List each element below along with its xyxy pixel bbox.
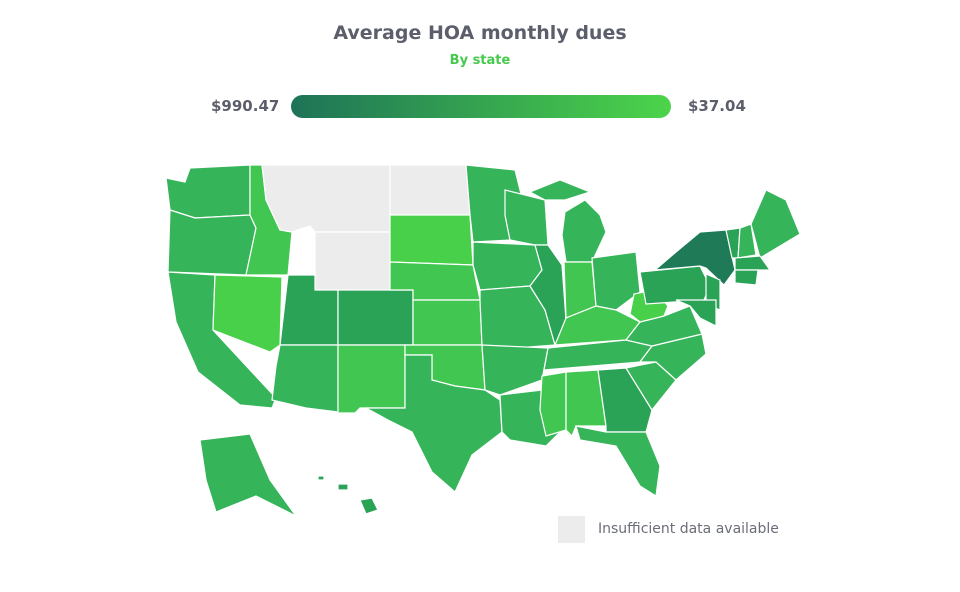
state-me — [750, 189, 801, 259]
state-ks — [412, 299, 483, 346]
state-nm — [337, 344, 406, 414]
state-wy — [314, 231, 391, 291]
state-or — [167, 209, 257, 276]
state-tx — [365, 354, 503, 493]
legend-min-label: $37.04 — [688, 97, 746, 115]
state-sd — [389, 214, 474, 266]
state-nh — [737, 223, 757, 259]
state-ct — [734, 269, 759, 286]
state-pa — [639, 265, 711, 305]
state-md — [675, 299, 717, 327]
legend-gradient-bar — [291, 95, 671, 118]
state-nv — [212, 274, 283, 353]
legend-max-label: $990.47 — [211, 97, 280, 115]
state-hi — [337, 483, 349, 491]
state-ak — [199, 433, 297, 517]
state-mi — [528, 179, 592, 201]
state-ma — [734, 255, 772, 271]
state-co — [337, 289, 414, 346]
state-mt — [261, 164, 391, 233]
state-wa — [165, 164, 251, 219]
no-data-label: Insufficient data available — [598, 521, 779, 537]
state-oh — [591, 251, 641, 311]
map-subtitle: By state — [449, 53, 511, 68]
state-ms — [539, 371, 567, 437]
state-az — [271, 344, 339, 413]
state-fl — [575, 425, 661, 498]
state-nd — [389, 164, 471, 216]
state-hi — [317, 475, 325, 481]
map-title: Average HOA monthly dues — [333, 22, 627, 44]
state-mi — [561, 199, 607, 263]
state-ar — [481, 344, 549, 396]
no-data-swatch — [558, 516, 585, 543]
state-hi — [359, 497, 379, 515]
